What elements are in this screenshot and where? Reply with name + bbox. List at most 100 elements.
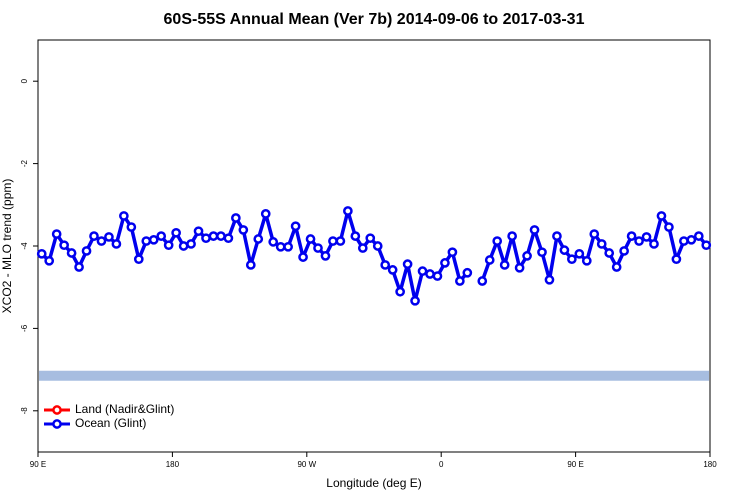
data-point xyxy=(350,231,361,241)
data-point xyxy=(664,222,674,232)
x-tick-label: 180 xyxy=(703,460,717,469)
data-point xyxy=(581,255,592,266)
data-point xyxy=(74,262,84,272)
y-tick-label: -6 xyxy=(20,324,29,332)
data-point xyxy=(440,258,450,268)
data-point xyxy=(552,231,562,241)
data-point xyxy=(357,243,368,253)
data-point xyxy=(283,241,293,252)
x-axis-title: Longitude (deg E) xyxy=(326,476,421,490)
data-point xyxy=(679,236,689,246)
data-point xyxy=(649,239,659,249)
legend-marker xyxy=(52,419,62,429)
data-point xyxy=(641,232,652,242)
data-point xyxy=(201,233,211,244)
data-point xyxy=(537,247,547,258)
data-point xyxy=(328,236,338,246)
data-point xyxy=(417,266,428,276)
legend-label: Ocean (Glint) xyxy=(75,416,146,430)
data-point xyxy=(89,231,99,241)
data-point xyxy=(126,222,137,232)
data-point xyxy=(567,254,577,265)
data-point xyxy=(507,231,517,241)
data-point xyxy=(626,231,637,241)
data-point xyxy=(163,240,174,251)
y-tick-label: 0 xyxy=(20,78,29,83)
data-point xyxy=(701,240,712,251)
data-point xyxy=(238,225,249,235)
data-point xyxy=(365,233,376,244)
data-point xyxy=(171,227,181,238)
data-point xyxy=(380,260,391,270)
data-point xyxy=(671,254,682,265)
data-point xyxy=(589,229,600,239)
data-point xyxy=(544,274,555,285)
data-point xyxy=(686,234,697,245)
data-point xyxy=(111,239,122,249)
data-point xyxy=(596,239,607,249)
legend-label: Land (Nadir&Glint) xyxy=(75,402,174,416)
data-point xyxy=(148,234,159,245)
data-point xyxy=(59,240,69,251)
data-point xyxy=(208,231,219,241)
data-point xyxy=(693,231,704,241)
data-point xyxy=(425,269,435,279)
data-point xyxy=(290,221,301,232)
data-point xyxy=(514,262,525,273)
data-point xyxy=(559,245,570,255)
data-point xyxy=(656,211,667,221)
data-point xyxy=(275,241,286,252)
data-point xyxy=(51,229,62,239)
data-point xyxy=(484,255,495,265)
data-point xyxy=(133,254,144,265)
data-point xyxy=(156,231,167,241)
data-point xyxy=(186,239,196,249)
legend-marker xyxy=(52,405,62,415)
data-point xyxy=(619,246,629,256)
data-point xyxy=(410,295,420,306)
data-point xyxy=(574,248,585,259)
data-point xyxy=(395,286,405,297)
data-point xyxy=(455,276,465,286)
data-point xyxy=(104,232,114,242)
x-tick-label: 0 xyxy=(439,460,444,469)
data-point xyxy=(223,233,234,244)
x-tick-label: 90 W xyxy=(297,460,316,469)
data-point xyxy=(231,213,241,223)
y-axis-title: XCO2 - MLO trend (ppm) xyxy=(0,179,14,314)
x-tick-label: 90 E xyxy=(30,460,46,469)
data-point xyxy=(634,236,644,246)
data-point xyxy=(96,236,107,246)
data-point xyxy=(343,206,353,216)
y-tick-label: -4 xyxy=(20,242,29,250)
data-point xyxy=(178,241,189,251)
x-tick-label: 90 E xyxy=(567,460,583,469)
data-point xyxy=(141,236,152,246)
data-point xyxy=(66,248,77,258)
data-point xyxy=(335,236,346,246)
chart-title: 60S-55S Annual Mean (Ver 7b) 2014-09-06 … xyxy=(164,11,585,28)
data-point xyxy=(193,226,204,237)
data-point xyxy=(477,276,488,286)
data-point xyxy=(320,251,331,261)
x-tick-label: 180 xyxy=(166,460,180,469)
data-point xyxy=(298,252,308,262)
data-point xyxy=(499,260,510,270)
data-point xyxy=(432,271,443,281)
data-point xyxy=(216,231,226,241)
data-point xyxy=(44,255,55,266)
data-point xyxy=(81,246,92,256)
data-point xyxy=(372,241,383,251)
data-point xyxy=(387,265,398,275)
data-point xyxy=(462,267,473,278)
y-tick-label: -8 xyxy=(20,407,29,415)
data-point xyxy=(447,247,458,258)
y-tick-label: -2 xyxy=(20,159,29,167)
data-point xyxy=(529,225,540,235)
data-point xyxy=(268,237,279,247)
data-point xyxy=(36,248,47,259)
data-point xyxy=(522,251,532,261)
data-point xyxy=(253,234,264,244)
